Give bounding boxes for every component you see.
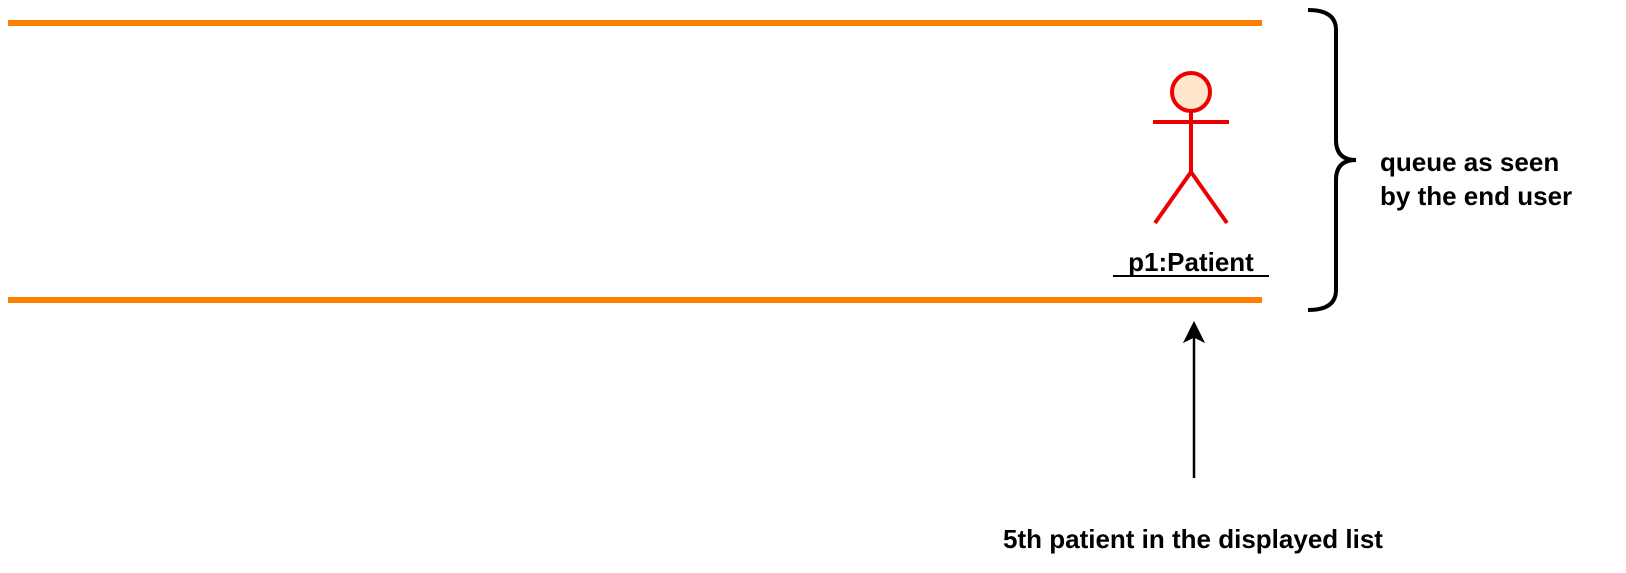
queue-brace (1307, 8, 1357, 312)
actor-right-leg (1189, 170, 1229, 225)
brace-label-line1: queue as seen (1380, 147, 1559, 177)
actor-head (1170, 71, 1212, 113)
brace-label-line2: by the end user (1380, 181, 1572, 211)
pointer-arrow-head (1182, 320, 1206, 344)
actor-label: p1:Patient (1128, 247, 1254, 277)
pointer-label: 5th patient in the displayed list (1003, 524, 1383, 554)
actor-left-leg (1153, 170, 1193, 225)
patient-actor-icon (1153, 71, 1229, 225)
